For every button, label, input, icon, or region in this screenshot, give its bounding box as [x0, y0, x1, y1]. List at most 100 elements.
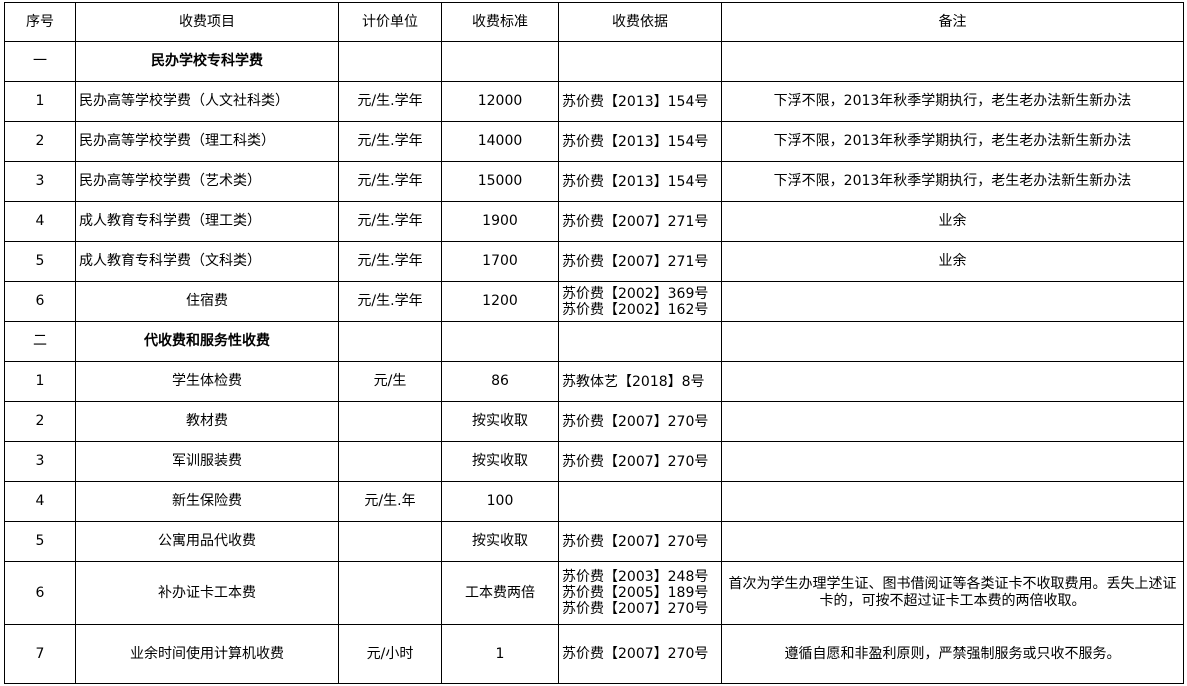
cell-note [721, 361, 1184, 402]
cell-unit: 元/生 [338, 361, 442, 402]
table-row: 4 成人教育专科学费（理工类） 元/生.学年 1900 苏价费【2007】271号 业余 [4, 201, 1184, 242]
table-row: 3 民办高等学校学费（艺术类） 元/生.学年 15000 苏价费【2013】154号 下浮… [4, 161, 1184, 202]
cell-standard: 14000 [441, 121, 559, 162]
header-item: 收费项目 [75, 2, 339, 42]
cell-item: 成人教育专科学费（理工类） [75, 201, 339, 242]
header-no: 序号 [4, 2, 76, 42]
cell-note: 业余 [721, 241, 1184, 282]
cell-basis: 苏教体艺【2018】8号 [558, 361, 722, 402]
cell-standard: 86 [441, 361, 559, 402]
cell-standard: 15000 [441, 161, 559, 202]
cell-note [721, 441, 1184, 482]
cell-item: 民办高等学校学费（理工科类） [75, 121, 339, 162]
table-row: 7 业余时间使用计算机收费 元/小时 1 苏价费【2007】270号 遵循自愿和非盈利原则… [4, 624, 1184, 684]
table-row: 3 军训服装费 按实收取 苏价费【2007】270号 [4, 441, 1184, 482]
cell-note: 下浮不限，2013年秋季学期执行，老生老办法新生新办法 [721, 81, 1184, 122]
cell-basis: 苏价费【2007】270号 [558, 441, 722, 482]
cell-unit: 元/生.年 [338, 481, 442, 522]
cell-note: 首次为学生办理学生证、图书借阅证等各类证卡不收取费用。丢失上述证卡的，可按不超过… [721, 561, 1184, 625]
cell-note: 业余 [721, 201, 1184, 242]
table-row: 4 新生保险费 元/生.年 100 [4, 481, 1184, 522]
cell-unit: 元/小时 [338, 624, 442, 684]
cell-standard: 100 [441, 481, 559, 522]
header-note: 备注 [721, 2, 1184, 42]
cell-no: 4 [4, 481, 76, 522]
header-standard: 收费标准 [441, 2, 559, 42]
table-row: 6 补办证卡工本费 工本费两倍 苏价费【2003】248号 苏价费【2005】189号… [4, 561, 1184, 625]
cell-item: 住宿费 [75, 281, 339, 322]
cell-item: 代收费和服务性收费 [75, 321, 339, 362]
cell-note: 下浮不限，2013年秋季学期执行，老生老办法新生新办法 [721, 161, 1184, 202]
cell-basis: 苏价费【2007】271号 [558, 241, 722, 282]
cell-standard: 按实收取 [441, 521, 559, 562]
cell-note: 遵循自愿和非盈利原则，严禁强制服务或只收不服务。 [721, 624, 1184, 684]
cell-item: 成人教育专科学费（文科类） [75, 241, 339, 282]
cell-standard [441, 321, 559, 362]
cell-no: 3 [4, 441, 76, 482]
cell-standard: 工本费两倍 [441, 561, 559, 625]
cell-item: 补办证卡工本费 [75, 561, 339, 625]
cell-unit: 元/生.学年 [338, 241, 442, 282]
cell-standard [441, 41, 559, 82]
cell-basis: 苏价费【2007】270号 [558, 401, 722, 442]
cell-unit: 元/生.学年 [338, 81, 442, 122]
cell-basis: 苏价费【2007】270号 [558, 624, 722, 684]
cell-unit [338, 41, 442, 82]
cell-standard: 按实收取 [441, 401, 559, 442]
cell-item: 民办高等学校学费（艺术类） [75, 161, 339, 202]
cell-no: 1 [4, 81, 76, 122]
cell-unit [338, 561, 442, 625]
header-unit: 计价单位 [338, 2, 442, 42]
cell-note [721, 281, 1184, 322]
cell-unit: 元/生.学年 [338, 161, 442, 202]
cell-item: 民办学校专科学费 [75, 41, 339, 82]
cell-standard: 按实收取 [441, 441, 559, 482]
cell-note [721, 521, 1184, 562]
cell-no: 2 [4, 401, 76, 442]
table-row: 6 住宿费 元/生.学年 1200 苏价费【2002】369号 苏价费【2002】162… [4, 281, 1184, 322]
cell-standard: 1900 [441, 201, 559, 242]
cell-standard: 1 [441, 624, 559, 684]
cell-no: 二 [4, 321, 76, 362]
cell-note [721, 41, 1184, 82]
cell-unit: 元/生.学年 [338, 201, 442, 242]
table-row: 2 民办高等学校学费（理工科类） 元/生.学年 14000 苏价费【2013】154号下… [4, 121, 1184, 162]
section-row: 一民办学校专科学费 [4, 41, 1184, 82]
cell-basis [558, 41, 722, 82]
table-row: 1 民办高等学校学费（人文社科类） 元/生.学年 12000 苏价费【2013】154号… [4, 81, 1184, 122]
cell-basis: 苏价费【2013】154号 [558, 81, 722, 122]
cell-basis: 苏价费【2013】154号 [558, 161, 722, 202]
cell-item: 学生体检费 [75, 361, 339, 402]
cell-note [721, 401, 1184, 442]
cell-unit [338, 521, 442, 562]
cell-standard: 1700 [441, 241, 559, 282]
fee-table: 序号 收费项目 计价单位 收费标准 收费依据 备注 一民办学校专科学费 1 民办高等… [4, 2, 1184, 684]
header-basis: 收费依据 [558, 2, 722, 42]
cell-unit [338, 441, 442, 482]
cell-note [721, 321, 1184, 362]
cell-basis: 苏价费【2013】154号 [558, 121, 722, 162]
cell-item: 业余时间使用计算机收费 [75, 624, 339, 684]
cell-no: 6 [4, 281, 76, 322]
cell-no: 2 [4, 121, 76, 162]
cell-unit [338, 401, 442, 442]
cell-standard: 1200 [441, 281, 559, 322]
section-row: 二代收费和服务性收费 [4, 321, 1184, 362]
table-row: 5 成人教育专科学费（文科类） 元/生.学年 1700 苏价费【2007】271号 业余 [4, 241, 1184, 282]
cell-basis: 苏价费【2002】369号 苏价费【2002】162号 [558, 281, 722, 322]
table-row: 1 学生体检费 元/生 86 苏教体艺【2018】8号 [4, 361, 1184, 402]
cell-no: 5 [4, 521, 76, 562]
cell-item: 军训服装费 [75, 441, 339, 482]
cell-item: 民办高等学校学费（人文社科类） [75, 81, 339, 122]
cell-no: 5 [4, 241, 76, 282]
table-row: 2 教材费 按实收取 苏价费【2007】270号 [4, 401, 1184, 442]
cell-basis: 苏价费【2003】248号 苏价费【2005】189号 苏价费【2007】270… [558, 561, 722, 625]
cell-unit: 元/生.学年 [338, 281, 442, 322]
cell-item: 公寓用品代收费 [75, 521, 339, 562]
cell-no: 4 [4, 201, 76, 242]
cell-no: 7 [4, 624, 76, 684]
cell-basis: 苏价费【2007】271号 [558, 201, 722, 242]
cell-no: 6 [4, 561, 76, 625]
cell-standard: 12000 [441, 81, 559, 122]
cell-no: 3 [4, 161, 76, 202]
